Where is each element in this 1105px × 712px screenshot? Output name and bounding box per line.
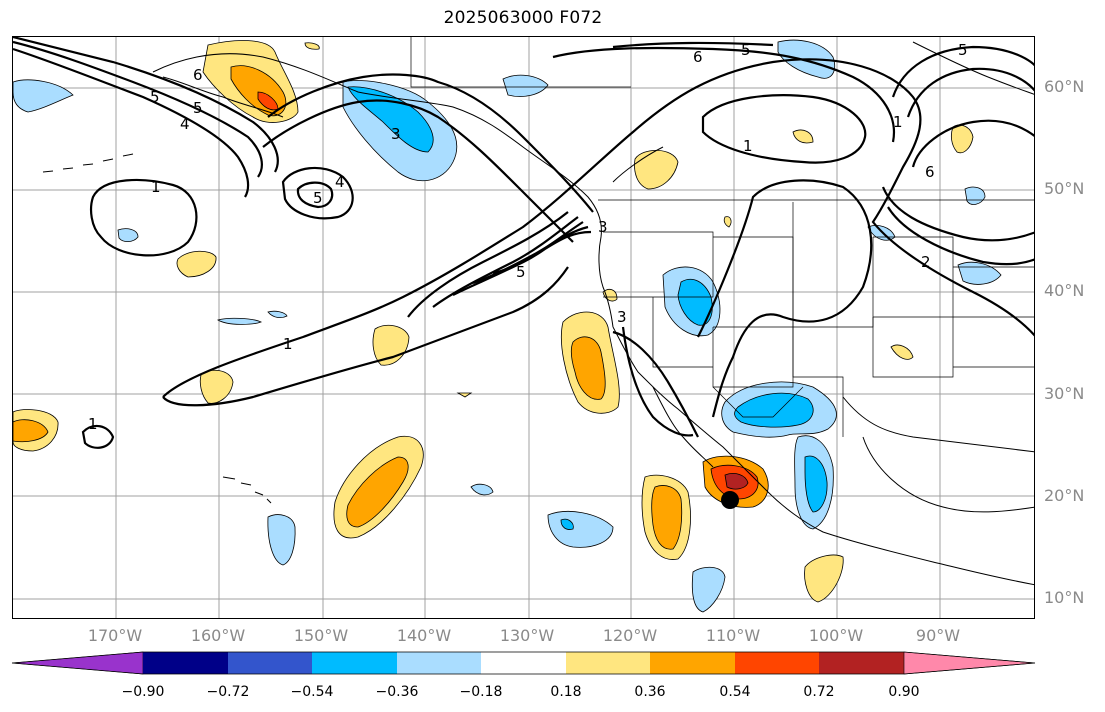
colorbar-outline [11, 651, 1036, 675]
lon-label: 160°W [190, 626, 246, 645]
colorbar-segment [312, 652, 397, 674]
contour-label: 5 [741, 41, 751, 59]
colorbar-tick-label: 0.54 [719, 684, 751, 700]
colorbar-tick-label: −0.18 [459, 684, 503, 700]
colorbar-tick-label: −0.90 [121, 684, 165, 700]
lat-label: 30°N [1044, 384, 1085, 403]
lat-label: 40°N [1044, 281, 1085, 300]
map-title: 2025063000 F072 [443, 8, 603, 28]
contour-label: 5 [150, 88, 160, 106]
contour-label: 3 [391, 125, 401, 143]
lon-label: 140°W [396, 626, 452, 645]
contour-label: 5 [313, 189, 323, 207]
colorbar-segment [481, 652, 566, 674]
graticule [13, 37, 1034, 618]
colorbar-segment [143, 652, 228, 674]
lat-label: 20°N [1044, 486, 1085, 505]
contour-label: 1 [893, 113, 903, 131]
colorbar-segment [735, 652, 819, 674]
lon-label: 130°W [499, 626, 555, 645]
colorbar-tick-label: 0.36 [634, 684, 666, 700]
colorbar-tick-label: 0.90 [888, 684, 920, 700]
colorbar-segment [397, 652, 481, 674]
lon-label: 110°W [705, 626, 761, 645]
colorbar-tick-label: −0.54 [290, 684, 334, 700]
coastlines [42, 41, 1034, 586]
colorbar [11, 651, 1036, 675]
colorbar-segment [819, 652, 904, 674]
lat-label: 60°N [1044, 77, 1085, 96]
contour-lines [13, 37, 1034, 449]
colorbar-tick-label: −0.72 [206, 684, 250, 700]
contour-label-group: 6 5 5 4 3 1 5 4 3 1 5 3 1 6 5 1 6 5 2 1 [88, 41, 968, 433]
contour-label: 1 [743, 137, 753, 155]
contour-label: 6 [925, 163, 935, 181]
colorbar-extend-max [903, 651, 1036, 675]
contour-label: 1 [151, 178, 161, 196]
map-panel: 6 5 5 4 3 1 5 4 3 1 5 3 1 6 5 1 6 5 2 1 [12, 36, 1035, 619]
contour-label: 6 [193, 66, 203, 84]
colorbar-tick-label: −0.36 [375, 684, 419, 700]
contour-label: 2 [921, 253, 931, 271]
lon-label: 100°W [808, 626, 864, 645]
contour-label: 3 [617, 308, 627, 326]
map-svg: 6 5 5 4 3 1 5 4 3 1 5 3 1 6 5 1 6 5 2 1 [13, 37, 1034, 618]
contour-label: 5 [958, 41, 968, 59]
colorbar-segment [650, 652, 735, 674]
contour-label: 5 [193, 99, 203, 117]
contour-label: 6 [693, 48, 703, 66]
contour-label: 4 [335, 173, 345, 191]
contour-label: 4 [180, 115, 190, 133]
lat-label: 50°N [1044, 179, 1085, 198]
lon-label: 170°W [87, 626, 143, 645]
lat-label: 10°N [1044, 588, 1085, 607]
state-borders [410, 37, 1034, 437]
colorbar-tick-label: 0.18 [550, 684, 582, 700]
contour-label: 5 [516, 263, 526, 281]
colorbar-segment [566, 652, 650, 674]
lon-label: 150°W [293, 626, 349, 645]
positive-anomaly-fills [13, 40, 974, 603]
lon-label: 90°W [915, 626, 961, 645]
storm-center-marker [721, 491, 739, 509]
contour-label: 3 [598, 218, 608, 236]
colorbar-extend-min [11, 651, 144, 675]
colorbar-segment [228, 652, 312, 674]
colorbar-tick-label: 0.72 [803, 684, 835, 700]
contour-label: 1 [283, 335, 293, 353]
negative-anomaly-fills [13, 39, 1002, 613]
lon-label: 120°W [602, 626, 658, 645]
contour-label: 1 [88, 415, 98, 433]
